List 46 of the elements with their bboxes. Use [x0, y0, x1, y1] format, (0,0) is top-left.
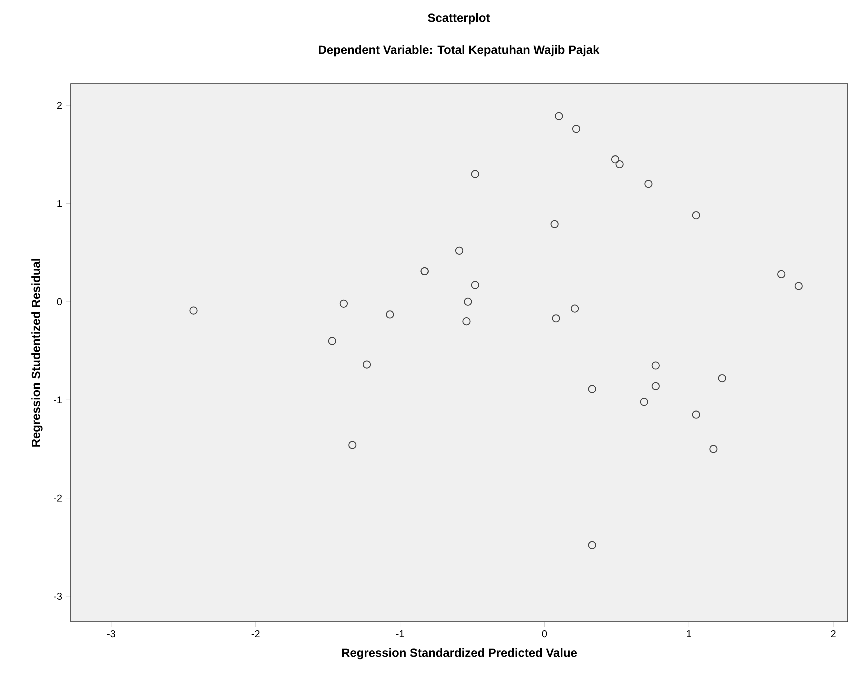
point [340, 300, 348, 308]
x-axis-title: Regression Standardized Predicted Value [342, 648, 578, 660]
point [471, 281, 480, 290]
point [572, 125, 581, 134]
point [588, 385, 596, 394]
x-tick-label: -1 [396, 630, 404, 638]
y-tick-label: -2 [54, 494, 62, 502]
point [455, 246, 464, 255]
point [611, 156, 620, 164]
point [555, 112, 564, 120]
point [190, 306, 198, 315]
point [644, 180, 653, 188]
x-tick-label: 0 [542, 630, 548, 638]
chart-title: Scatterplot [428, 13, 490, 25]
point [550, 220, 559, 228]
x-tick-label: 1 [687, 630, 692, 638]
x-tick-label: 2 [831, 630, 836, 638]
point [794, 282, 803, 290]
point [464, 298, 472, 306]
y-tick-label: -1 [54, 396, 62, 404]
y-tick-label: 1 [58, 200, 62, 208]
point [363, 360, 372, 369]
point [710, 445, 718, 454]
y-axis-title: Regression Studentized Residual [32, 259, 43, 447]
y-tick-label: 2 [57, 102, 62, 110]
point [328, 337, 336, 346]
point [552, 314, 560, 323]
point [570, 304, 580, 313]
point [386, 310, 394, 319]
point [652, 382, 660, 390]
point [616, 160, 624, 169]
point [588, 541, 596, 550]
point [471, 170, 480, 178]
x-tick-label: -3 [107, 630, 116, 638]
point [692, 212, 700, 220]
x-tick-label: -2 [252, 630, 260, 638]
point [348, 441, 357, 450]
point [778, 270, 786, 279]
y-tick-label: 0 [57, 298, 62, 306]
y-tick-label: -3 [54, 592, 62, 600]
chart-subtitle: Dependent Variable: Total Kepatuhan Wajib Pajak [319, 45, 600, 57]
point [640, 398, 648, 406]
point [718, 374, 726, 383]
point [462, 318, 471, 326]
point [692, 410, 700, 419]
point [652, 362, 660, 370]
